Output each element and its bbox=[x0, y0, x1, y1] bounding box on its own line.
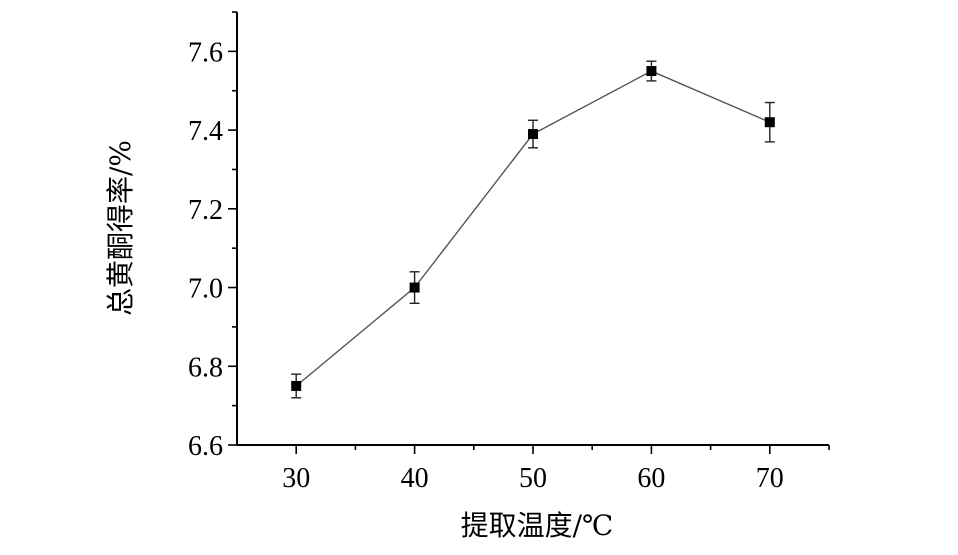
plot-area bbox=[291, 60, 775, 399]
x-ticks: 30 40 50 60 70 bbox=[282, 445, 830, 494]
data-point-marker bbox=[646, 66, 657, 77]
y-tick-label: 6.6 bbox=[188, 431, 223, 462]
x-tick-label: 50 bbox=[519, 463, 547, 494]
y-tick-label: 6.8 bbox=[188, 352, 223, 383]
x-tick-label: 60 bbox=[637, 463, 665, 494]
data-point-marker bbox=[528, 129, 538, 140]
x-tick-label: 30 bbox=[282, 463, 310, 494]
y-ticks: 6.6 6.8 7.0 7.2 7.4 7.6 bbox=[188, 11, 237, 462]
x-axis-title: 提取温度/℃ bbox=[461, 509, 614, 542]
x-tick-label: 70 bbox=[756, 463, 784, 494]
y-tick-label: 7.2 bbox=[188, 195, 223, 226]
y-tick-label: 7.6 bbox=[188, 37, 223, 68]
series-line bbox=[295, 70, 771, 387]
y-tick-label: 7.0 bbox=[188, 274, 223, 305]
x-tick-label: 40 bbox=[401, 463, 429, 494]
data-point-marker bbox=[409, 282, 420, 293]
data-point-marker bbox=[764, 117, 775, 128]
axes bbox=[236, 12, 829, 446]
y-axis-title: 总黄酮得率/% bbox=[104, 140, 137, 316]
data-point-marker bbox=[291, 380, 302, 391]
y-tick-label: 7.4 bbox=[188, 116, 223, 147]
